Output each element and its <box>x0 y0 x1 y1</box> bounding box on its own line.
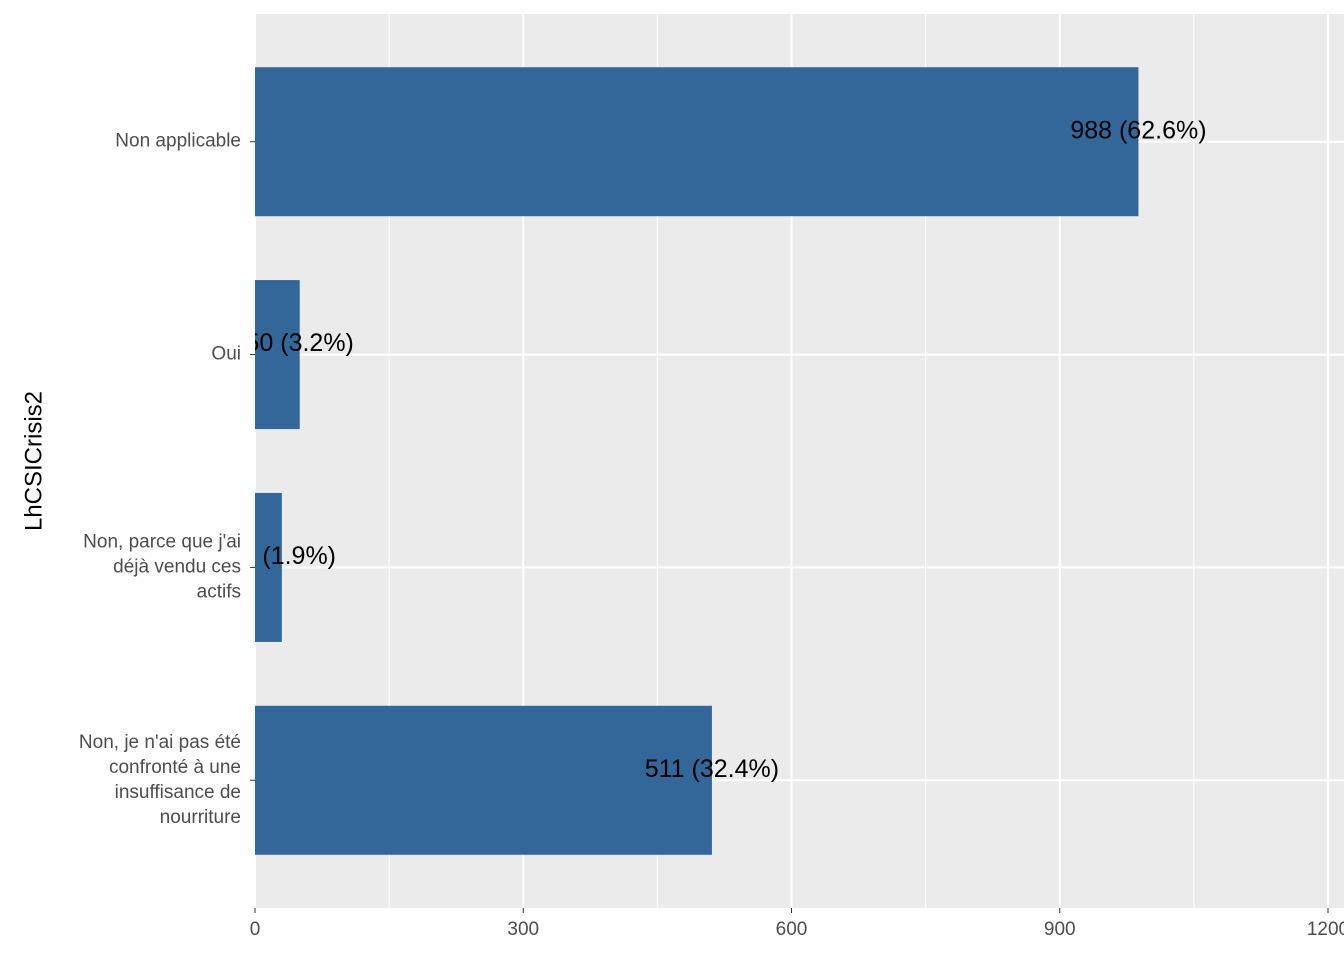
bar <box>255 705 712 855</box>
value-label: 30 (1.9%) <box>228 542 336 570</box>
axes: 0 300 600 900 1200 Non applicable Oui Non, parc… <box>79 131 1344 940</box>
y-tick-label: Non applicable <box>115 131 241 152</box>
y-tick-label: Oui <box>211 344 241 365</box>
bar <box>255 280 300 430</box>
x-tick-label: 300 <box>507 919 539 940</box>
x-tick-label: 1200 <box>1307 919 1344 940</box>
y-tick-label: Non, je n'ai pas été confronté à une insuf… <box>79 732 241 828</box>
value-label: 50 (3.2%) <box>246 329 354 357</box>
x-tick-label: 600 <box>776 919 808 940</box>
value-label: 988 (62.6%) <box>1070 116 1206 144</box>
y-tick-label: Non, parce que j'ai déjà vendu ces actifs <box>83 531 241 602</box>
value-label: 511 (32.4%) <box>645 755 779 783</box>
bar <box>255 492 282 642</box>
y-axis-title: LhCSICrisis2 <box>20 391 47 531</box>
x-tick-label: 900 <box>1044 919 1076 940</box>
marks: 988 (62.6%) 50 (3.2%) 30 (1.9%) 511 (32.4%) <box>228 67 1207 855</box>
bar <box>255 67 1139 217</box>
x-tick-label: 0 <box>250 919 261 940</box>
